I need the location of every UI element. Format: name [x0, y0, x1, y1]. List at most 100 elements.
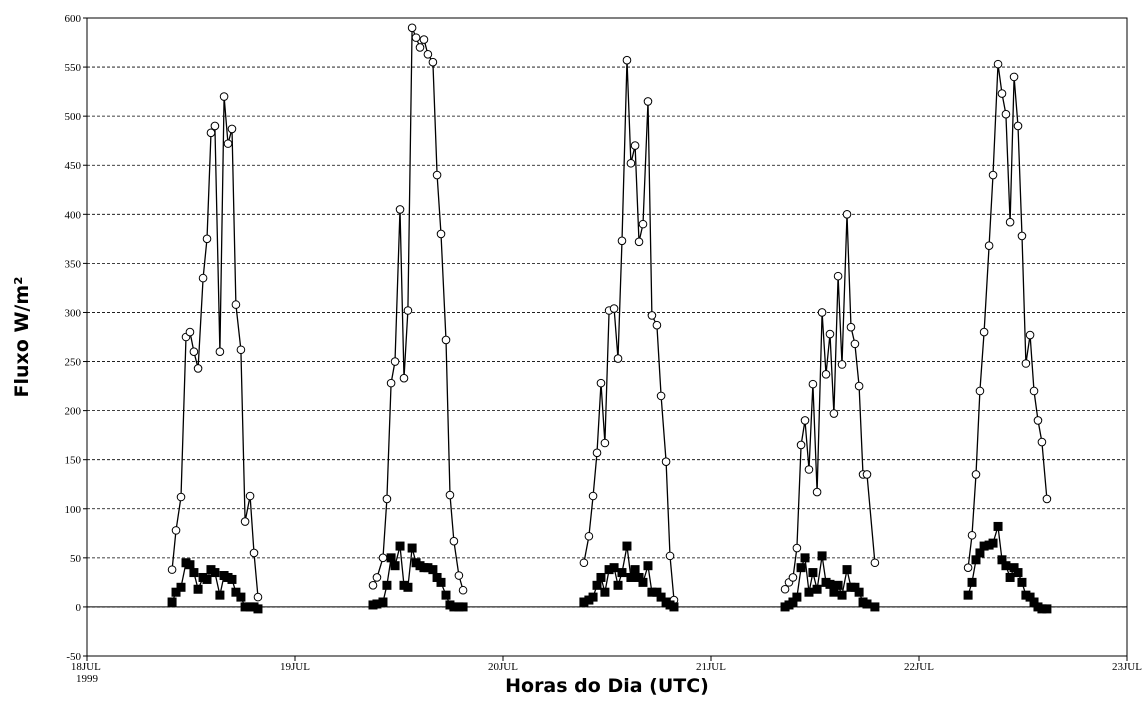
data-point	[967, 530, 977, 540]
data-point	[862, 599, 872, 609]
data-point	[189, 347, 199, 357]
data-point	[971, 470, 981, 479]
data-point	[792, 592, 802, 602]
data-point	[792, 543, 802, 553]
data-point	[821, 369, 831, 379]
data-point	[854, 381, 864, 391]
data-point	[390, 561, 400, 571]
data-point	[445, 490, 455, 500]
data-point	[378, 553, 388, 563]
data-point	[202, 574, 212, 584]
data-point	[428, 565, 438, 575]
data-point	[656, 391, 666, 401]
data-point	[441, 335, 451, 345]
data-point	[967, 577, 977, 587]
data-point	[800, 553, 810, 563]
y-tick-label: 300	[65, 307, 82, 319]
data-point	[796, 440, 806, 450]
data-point	[634, 237, 644, 247]
data-point	[1009, 72, 1019, 82]
data-point	[804, 587, 814, 597]
data-point	[613, 354, 623, 363]
data-point	[643, 561, 653, 571]
data-point	[656, 592, 666, 602]
data-point	[825, 329, 835, 339]
data-point	[458, 602, 468, 612]
data-point	[800, 416, 810, 425]
data-point	[817, 551, 827, 561]
data-point	[592, 448, 602, 458]
data-point	[617, 236, 627, 246]
data-point	[1029, 386, 1039, 396]
data-point	[193, 584, 203, 594]
data-point	[436, 229, 446, 239]
data-point	[167, 565, 177, 574]
data-point	[870, 602, 880, 612]
data-point	[609, 563, 619, 573]
data-point	[403, 582, 413, 592]
data-point	[596, 572, 606, 582]
data-point	[988, 170, 998, 180]
x-tick-label: 20JUL	[488, 661, 518, 673]
data-point	[253, 592, 263, 602]
data-point	[382, 494, 392, 504]
data-point	[638, 219, 648, 229]
data-point	[411, 33, 421, 42]
data-point	[1033, 416, 1043, 425]
data-point	[407, 543, 417, 553]
data-point	[454, 571, 464, 580]
data-point	[592, 580, 602, 590]
data-point	[382, 580, 392, 590]
y-tick-label: 50	[70, 553, 82, 565]
data-point	[415, 43, 425, 52]
data-point	[812, 584, 822, 594]
data-point	[812, 487, 822, 497]
data-point	[817, 308, 827, 317]
data-point	[198, 273, 208, 283]
data-point	[395, 205, 405, 214]
data-point	[1013, 121, 1023, 131]
data-point	[407, 23, 417, 33]
data-point	[1013, 568, 1023, 578]
data-point	[441, 590, 451, 600]
data-point	[436, 577, 446, 587]
data-point	[617, 568, 627, 578]
data-point	[219, 92, 229, 101]
data-point	[1017, 231, 1027, 241]
y-tick-label: 350	[65, 258, 82, 270]
y-tick-label: 450	[65, 160, 82, 172]
plot-frame	[86, 17, 1128, 657]
data-point	[804, 465, 814, 474]
data-point	[975, 386, 985, 396]
data-point	[227, 124, 237, 134]
data-point	[167, 597, 177, 607]
data-point	[846, 322, 856, 332]
data-point	[449, 536, 459, 546]
data-point	[171, 587, 181, 597]
data-point	[833, 271, 843, 281]
data-point	[652, 320, 662, 330]
x-tick-label: 22JUL	[904, 661, 934, 673]
y-axis-title: Fluxo W/m²	[11, 277, 33, 398]
x-axis-title: Horas do Dia (UTC)	[505, 675, 709, 697]
data-point	[588, 491, 598, 501]
data-point	[808, 379, 818, 389]
data-point	[609, 304, 619, 313]
data-point	[210, 568, 220, 578]
data-point	[1005, 572, 1015, 582]
x-tick-label: 21JUL	[696, 661, 726, 673]
data-point	[223, 139, 233, 148]
data-point	[423, 50, 433, 59]
data-point	[1001, 109, 1011, 119]
y-tick-label: 150	[65, 455, 82, 467]
data-point	[185, 327, 195, 337]
data-point	[647, 311, 657, 320]
data-point	[240, 517, 250, 526]
y-tick-label: 100	[65, 504, 82, 516]
data-point	[1005, 217, 1015, 227]
data-point	[780, 584, 790, 594]
data-point	[626, 158, 636, 168]
data-point	[1025, 330, 1035, 340]
data-point	[630, 141, 640, 150]
data-point	[1021, 359, 1031, 368]
